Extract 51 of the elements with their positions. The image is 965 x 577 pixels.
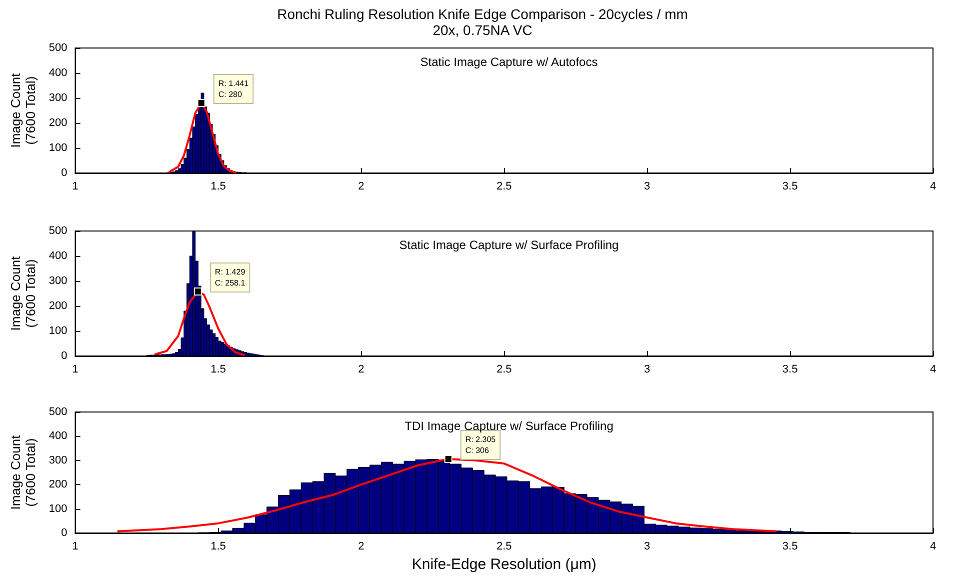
x-tick-label: 3.5: [782, 364, 798, 376]
x-tick-label: 2.5: [496, 540, 512, 552]
y-tick-label: 400: [48, 67, 68, 79]
x-tick-label: 1: [72, 180, 78, 192]
y-tick-label: 500: [48, 406, 68, 418]
y-tick-label: 500: [48, 42, 68, 54]
x-tick-label: 4: [930, 364, 936, 376]
y-tick-label: 100: [48, 502, 68, 515]
y-tick-label: 500: [48, 225, 68, 237]
x-tick-label: 2: [358, 540, 364, 552]
x-tick-label: 3: [644, 180, 650, 192]
y-tick-label: 100: [48, 325, 68, 337]
x-tick-label: 2: [358, 364, 364, 376]
annotation: R: 1.429 C: 258.1: [214, 267, 246, 288]
y-tick-label: 0: [61, 350, 68, 362]
y-tick-label: 300: [48, 275, 68, 287]
x-tick-label: 1.5: [210, 180, 226, 192]
chart-title: Ronchi Ruling Resolution Knife Edge Comparison - 20cycles / mm: [277, 6, 688, 22]
annotation: Static Image Capture w/ Autofocs: [420, 55, 598, 69]
y-tick-label: 400: [48, 250, 68, 262]
annotation: Static Image Capture w/ Surface Profiling: [399, 238, 619, 252]
x-tick-label: 4: [930, 540, 936, 552]
x-tick-label: 3: [644, 540, 650, 552]
y-tick-label: 0: [61, 167, 68, 179]
x-tick-label: 3: [644, 364, 650, 376]
y-axis-title: Image Count (7600 Total): [8, 72, 38, 148]
x-tick-label: 3.5: [782, 540, 798, 552]
x-tick-label: 1.5: [210, 364, 226, 376]
y-tick-label: 200: [48, 478, 68, 491]
x-tick-label: 1: [72, 540, 78, 552]
annotation: R: 1.441 C: 280: [218, 79, 250, 99]
y-tick-label: 200: [48, 117, 68, 129]
y-axis-title: Image Count (7600 Total): [8, 256, 38, 331]
chart-subtitle: 20x, 0.75NA VC: [432, 22, 532, 38]
y-axis-title: Image Count (7600 Total): [8, 434, 38, 510]
x-tick-label: 2.5: [496, 180, 512, 192]
annotation: TDI Image Capture w/ Surface Profiling: [404, 419, 614, 433]
y-tick-label: 0: [61, 527, 68, 539]
x-tick-label: 1.5: [210, 540, 226, 552]
y-tick-label: 300: [48, 454, 68, 466]
x-tick-label: 4: [930, 180, 936, 192]
x-tick-label: 2.5: [496, 364, 512, 376]
x-tick-label: 2: [358, 180, 364, 192]
y-tick-label: 100: [48, 142, 68, 154]
x-tick-label: 1: [72, 364, 78, 376]
x-axis-title: Knife-Edge Resolution (μm): [412, 556, 596, 573]
y-tick-label: 400: [48, 430, 68, 442]
x-tick-label: 3.5: [782, 180, 798, 192]
y-tick-label: 300: [48, 92, 68, 104]
annotation: R: 2.305 C: 306: [465, 434, 496, 455]
y-tick-label: 200: [48, 300, 68, 312]
